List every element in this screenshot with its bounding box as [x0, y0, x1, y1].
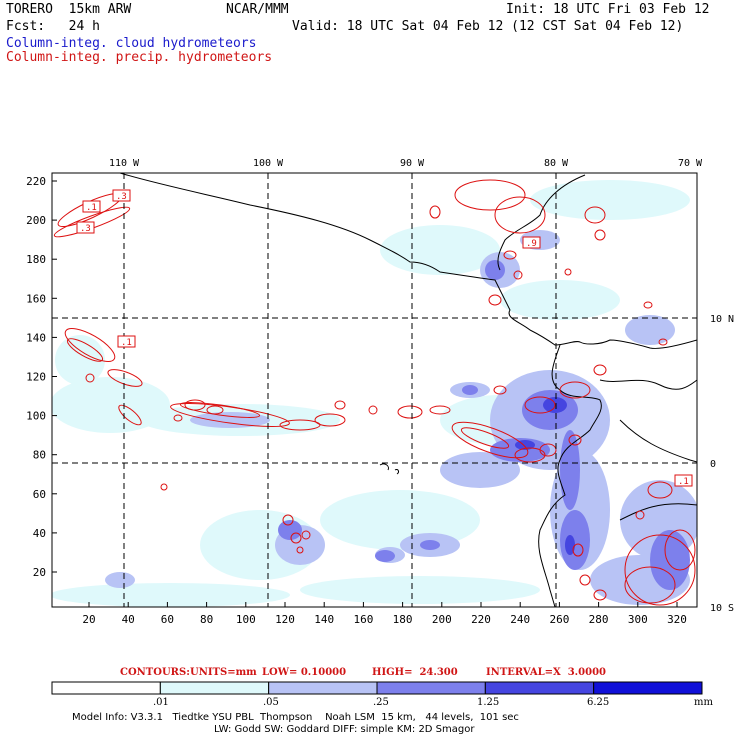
colorbar-label: .05 [263, 697, 279, 708]
colorbar-swatch [484, 681, 595, 695]
y-tick-label: 40 [33, 527, 46, 540]
contour-label: .1 [121, 338, 132, 348]
x-tick-label: 160 [353, 613, 373, 626]
x-tick-label: 200 [432, 613, 452, 626]
x-tick-label: 120 [275, 613, 295, 626]
y-tick-label: 120 [26, 371, 46, 384]
x-tick-label: 140 [314, 613, 334, 626]
x-tick-label: 20 [82, 613, 95, 626]
precip-field-label: Column-integ. precip. hydrometeors [6, 50, 273, 65]
y-tick-label: 140 [26, 331, 46, 344]
colorbar-swatch [51, 681, 161, 695]
colorbar-units: mm [694, 697, 713, 708]
interval-value: INTERVAL=X 3.0000 [486, 667, 606, 678]
colorbar-label: 1.25 [477, 697, 500, 708]
high-value: HIGH= 24.300 [372, 667, 458, 678]
latitude-label: 10 N [710, 314, 734, 325]
colorbar-label: .25 [373, 697, 389, 708]
axes: 220 200 180 160 140 120 100 80 60 40 20 20 40 60 80 100… [26, 158, 734, 626]
forecast-hour: Fcst: 24 h [6, 19, 100, 34]
colorbar-label: 6.25 [587, 697, 610, 708]
x-tick-label: 60 [161, 613, 174, 626]
contour-label: .1 [678, 477, 689, 487]
colorbar [51, 681, 703, 695]
y-tick-label: 180 [26, 253, 46, 266]
latlon-grid [52, 173, 697, 607]
x-tick-label: 280 [589, 613, 609, 626]
longitude-label: 90 W [400, 158, 425, 169]
y-tick-label: 60 [33, 488, 46, 501]
precip-contours [53, 179, 696, 606]
x-tick-label: 220 [471, 613, 491, 626]
y-tick-label: 160 [26, 292, 46, 305]
longitude-label: 80 W [544, 158, 569, 169]
colorbar-swatch [268, 681, 378, 695]
valid-time: Valid: 18 UTC Sat 04 Feb 12 (12 CST Sat … [292, 19, 684, 34]
contours-label: CONTOURS: [120, 667, 190, 678]
cloud-shading [52, 180, 697, 607]
contour-label: .3 [116, 192, 127, 202]
x-tick-label: 300 [628, 613, 648, 626]
colorbar-label: .01 [153, 697, 169, 708]
contour-label: .3 [80, 224, 91, 234]
contour-label: .1 [86, 203, 97, 213]
colorbar-swatch [593, 681, 703, 695]
x-tick-label: 320 [667, 613, 687, 626]
plot-frame [51, 172, 698, 608]
y-tick-label: 220 [26, 175, 46, 188]
colorbar-swatch [376, 681, 486, 695]
init-time: Init: 18 UTC Fri 03 Feb 12 [506, 2, 710, 17]
physics-info: LW: Godd SW: Goddard DIFF: simple KM: 2D… [214, 724, 475, 735]
y-tick-label: 100 [26, 410, 46, 423]
contour-label: .9 [526, 239, 537, 249]
x-tick-label: 40 [122, 613, 135, 626]
y-tick-label: 80 [33, 449, 46, 462]
x-tick-label: 260 [549, 613, 569, 626]
y-tick-label: 20 [33, 566, 46, 579]
longitude-label: 70 W [678, 158, 703, 169]
colorbar-swatch [159, 681, 270, 695]
org-label: NCAR/MMM [226, 2, 289, 17]
x-tick-label: 100 [236, 613, 256, 626]
cloud-field-label: Column-integ. cloud hydrometeors [6, 36, 257, 51]
units-label: UNITS=mm [190, 667, 257, 678]
low-value: LOW= 0.10000 [262, 667, 347, 678]
longitude-label: 100 W [253, 158, 284, 169]
x-tick-label: 240 [510, 613, 530, 626]
x-tick-label: 80 [200, 613, 213, 626]
latitude-label: 0 [710, 459, 716, 470]
model-info: Model Info: V3.3.1 Tiedtke YSU PBL Thomp… [72, 712, 519, 723]
coastlines [119, 173, 697, 607]
x-tick-label: 180 [393, 613, 413, 626]
y-tick-label: 200 [26, 214, 46, 227]
latitude-label: 10 S [710, 603, 734, 614]
model-title: TORERO 15km ARW [6, 2, 132, 17]
longitude-label: 110 W [109, 158, 140, 169]
